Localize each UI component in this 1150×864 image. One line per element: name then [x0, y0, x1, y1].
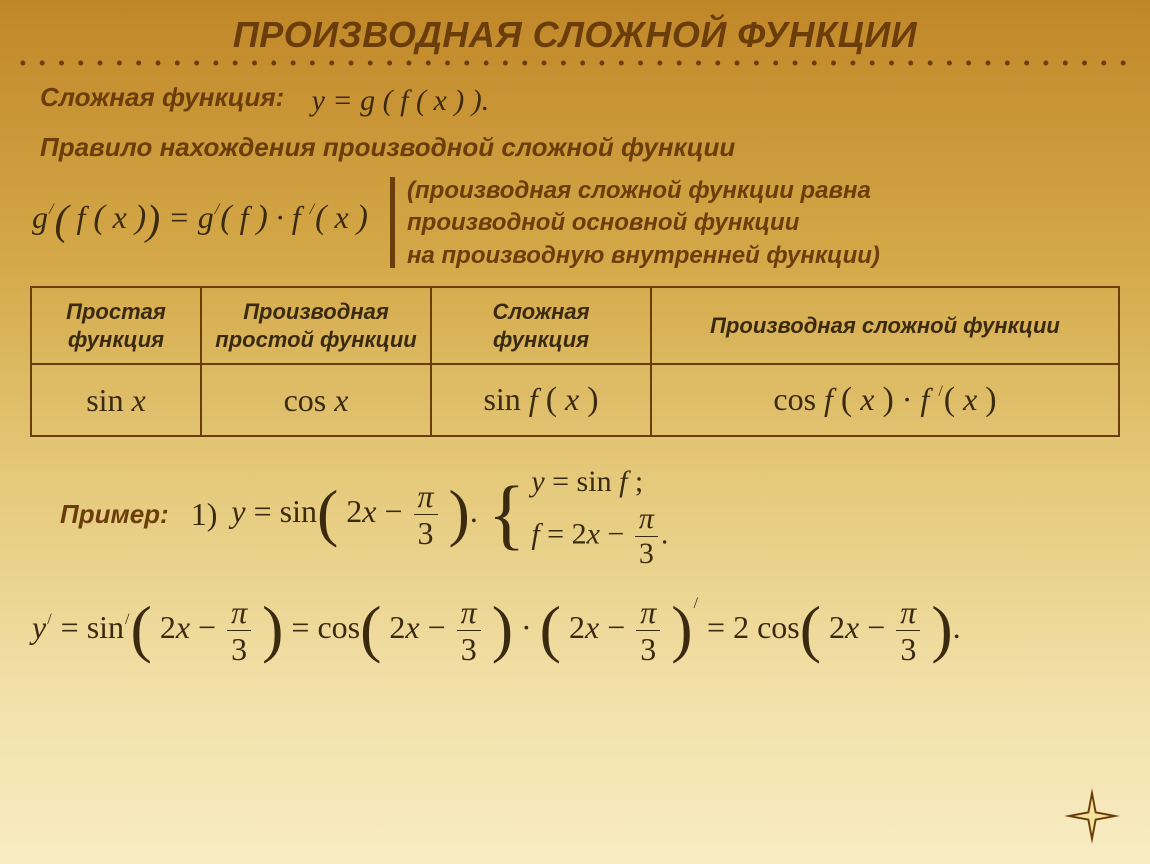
- table-header-row: Простая функция Производная простой функ…: [31, 287, 1119, 364]
- th-simple-deriv: Производная простой функции: [201, 287, 431, 364]
- th-composite-deriv: Производная сложной функции: [651, 287, 1119, 364]
- title-underline-dots: • • • • • • • • • • • • • • • • • • • • …: [0, 58, 1150, 68]
- example-row: Пример: 1) y = sin( 2x − π3 ). { y = sin…: [60, 459, 1150, 569]
- cell-composite-deriv: cos f ( x ) · f /( x ): [651, 364, 1119, 436]
- cell-composite-func: sin f ( x ): [431, 364, 651, 436]
- cell-simple-deriv: cos x: [201, 364, 431, 436]
- rule-description: (производная сложной функции равна произ…: [407, 173, 880, 272]
- rule-heading: Правило нахождения производной сложной ф…: [40, 132, 1150, 163]
- cell-simple-func: sin x: [31, 364, 201, 436]
- composite-function-formula: y = g ( f ( x ) ).: [312, 84, 490, 117]
- derivative-table: Простая функция Производная простой функ…: [30, 286, 1120, 437]
- case-line-1: y = sin f ;: [531, 459, 668, 504]
- example-label: Пример:: [60, 499, 169, 530]
- example-solution: y/ = sin/( 2x − π3 ) = cos( 2x − π3 ) · …: [32, 595, 1150, 665]
- rule-row: g/( f ( x )) = g/( f ) · f /( x ) (произ…: [32, 173, 1150, 272]
- th-composite-func: Сложная функция: [431, 287, 651, 364]
- star-icon: [1064, 788, 1120, 844]
- composite-function-line: Сложная функция: y = g ( f ( x ) ).: [40, 82, 1150, 118]
- rule-divider: [390, 177, 395, 268]
- th-simple-func: Простая функция: [31, 287, 201, 364]
- example-number: 1): [191, 496, 218, 533]
- left-brace-icon: {: [488, 487, 525, 542]
- case-line-2: f = 2x − π3.: [531, 504, 668, 569]
- rule-text-line2: производной основной функции: [407, 207, 880, 239]
- chain-rule-formula: g/( f ( x )) = g/( f ) · f /( x ): [32, 173, 386, 272]
- composite-function-label: Сложная функция:: [40, 82, 284, 112]
- slide-title: ПРОИЗВОДНАЯ СЛОЖНОЙ ФУНКЦИИ: [0, 0, 1150, 56]
- rule-text-line1: (производная сложной функции равна: [407, 175, 880, 207]
- example-expression: y = sin( 2x − π3 ).: [231, 480, 478, 549]
- rule-text-line3: на производную внутренней функции): [407, 240, 880, 272]
- example-cases: { y = sin f ; f = 2x − π3.: [488, 459, 669, 569]
- table-row: sin x cos x sin f ( x ) cos f ( x ) · f …: [31, 364, 1119, 436]
